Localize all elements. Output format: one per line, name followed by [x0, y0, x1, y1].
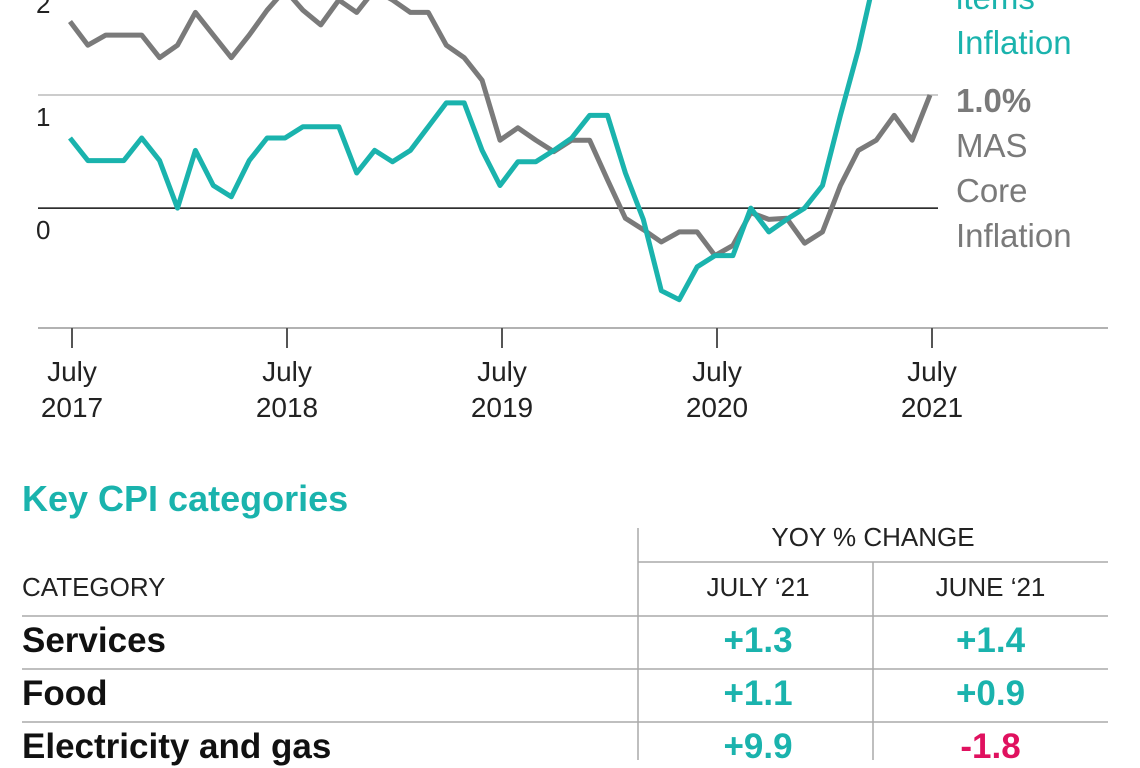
x-tick-label: July 2020 [685, 356, 749, 423]
cell-value: +0.9 [955, 674, 1026, 713]
y-tick-label: 0 [36, 215, 51, 246]
column-header: JUNE ‘21 [935, 572, 1046, 602]
x-tick-label: July 2018 [255, 356, 319, 423]
group-header: YOY % CHANGE [771, 522, 975, 552]
x-tick-label: July 2017 [40, 356, 104, 423]
chart [38, 0, 1108, 348]
row-label: Food [22, 674, 108, 713]
table-title: Key CPI categories [22, 478, 349, 519]
cell-value: +1.1 [723, 674, 793, 713]
y-tick-label: 2 [36, 0, 51, 19]
line [68, 0, 933, 259]
column-header: CATEGORY [22, 572, 166, 602]
cell-value: +1.4 [955, 621, 1026, 660]
legend-label: MAS Core Inflation [956, 127, 1072, 254]
cell-value: -1.8 [960, 727, 1021, 766]
annotation: 1.0% [956, 82, 1032, 119]
x-tick-label: July 2019 [470, 356, 534, 423]
x-tick-label: July 2021 [900, 356, 964, 423]
legend-label: items Inflation [956, 0, 1072, 61]
row-label: Services [22, 621, 167, 660]
column-header: JULY ‘21 [706, 572, 810, 602]
row-label: Electricity and gas [22, 727, 332, 766]
line [68, 0, 873, 303]
cell-value: +1.3 [723, 621, 793, 660]
y-tick-label: 1 [36, 102, 51, 132]
cell-value: +9.9 [723, 727, 793, 766]
